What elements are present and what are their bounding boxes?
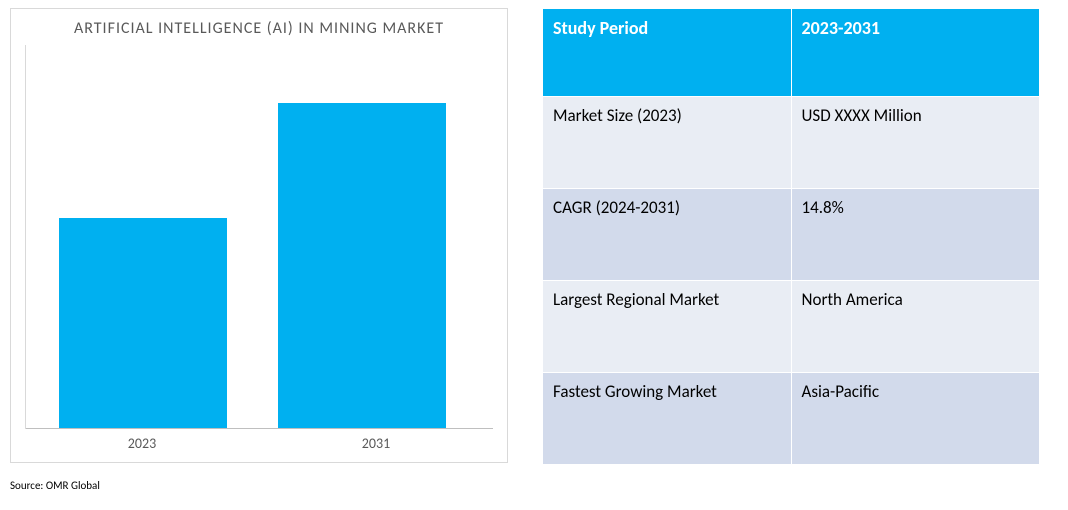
table-cell: Asia-Pacific [791,373,1040,465]
table-cell: Largest Regional Market [543,281,792,373]
table-header-row: Study Period 2023-2031 [543,9,1040,97]
chart-bar-1 [278,103,446,429]
table-cell: 14.8% [791,189,1040,281]
chart-panel: ARTIFICIAL INTELLIGENCE (AI) IN MINING M… [10,8,508,463]
table-header-cell-1: 2023-2031 [791,9,1040,97]
table-cell: North America [791,281,1040,373]
table-cell: Market Size (2023) [543,97,792,189]
chart-x-labels: 2023 2031 [25,429,493,456]
chart-bar-0 [59,218,227,429]
table-cell: CAGR (2024-2031) [543,189,792,281]
table-row: CAGR (2024-2031) 14.8% [543,189,1040,281]
table-header-cell-0: Study Period [543,9,792,97]
data-table: Study Period 2023-2031 Market Size (2023… [542,8,1040,465]
chart-title: ARTIFICIAL INTELLIGENCE (AI) IN MINING M… [25,19,493,39]
table-cell: USD XXXX Million [791,97,1040,189]
table-row: Largest Regional Market North America [543,281,1040,373]
chart-plot-area [25,45,493,429]
table-row: Market Size (2023) USD XXXX Million [543,97,1040,189]
chart-x-label-0: 2023 [25,435,259,452]
chart-x-label-1: 2031 [259,435,493,452]
table-cell: Fastest Growing Market [543,373,792,465]
table-row: Fastest Growing Market Asia-Pacific [543,373,1040,465]
chart-x-axis-line [26,428,493,429]
source-attribution: Source: OMR Global [10,479,100,492]
layout-row: ARTIFICIAL INTELLIGENCE (AI) IN MINING M… [10,8,1058,465]
